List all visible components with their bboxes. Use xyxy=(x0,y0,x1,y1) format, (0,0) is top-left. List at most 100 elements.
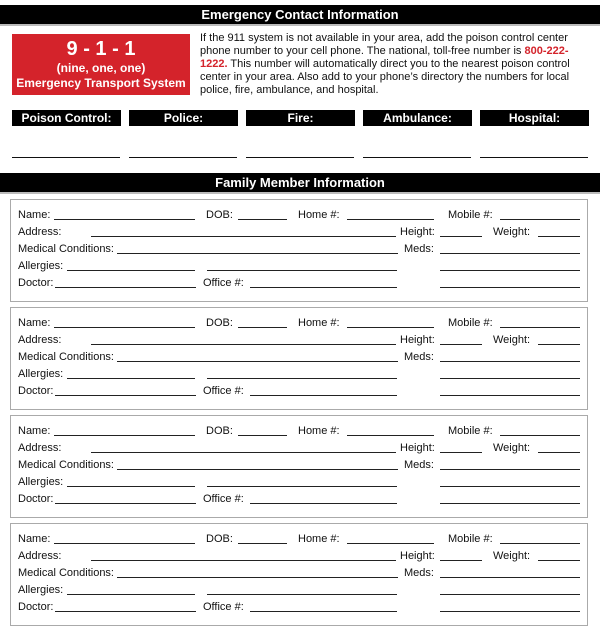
doctor-label: Doctor: xyxy=(18,385,54,397)
allergies-field-2[interactable] xyxy=(207,378,397,379)
mobile-phone-field[interactable] xyxy=(500,219,580,220)
mobile-phone-field[interactable] xyxy=(500,435,580,436)
medical-conditions-label: Medical Conditions: xyxy=(18,351,114,363)
meds-field-2[interactable] xyxy=(440,594,580,595)
home-phone-label: Home #: xyxy=(298,317,340,329)
home-phone-field[interactable] xyxy=(347,543,434,544)
allergies-field[interactable] xyxy=(67,378,195,379)
dob-label: DOB: xyxy=(206,209,233,221)
hospital-field[interactable] xyxy=(480,157,588,158)
height-label: Height: xyxy=(400,226,435,238)
medical-conditions-field[interactable] xyxy=(117,253,398,254)
height-field[interactable] xyxy=(440,452,482,453)
name-field[interactable] xyxy=(54,219,195,220)
allergies-field-2[interactable] xyxy=(207,594,397,595)
allergies-field[interactable] xyxy=(67,270,195,271)
office-phone-field[interactable] xyxy=(250,395,397,396)
contact-label-police: Police: xyxy=(129,110,238,126)
home-phone-field[interactable] xyxy=(347,327,434,328)
address-label: Address: xyxy=(18,550,62,562)
office-phone-field[interactable] xyxy=(250,503,397,504)
mobile-phone-field[interactable] xyxy=(500,543,580,544)
name-label: Name: xyxy=(18,425,51,437)
meds-field-2[interactable] xyxy=(440,270,580,271)
meds-field-3[interactable] xyxy=(440,395,580,396)
doctor-field[interactable] xyxy=(55,395,196,396)
meds-field-3[interactable] xyxy=(440,503,580,504)
dob-field[interactable] xyxy=(238,435,287,436)
emergency-system-label: Emergency Transport System xyxy=(16,76,186,90)
address-field[interactable] xyxy=(91,344,396,345)
office-phone-field[interactable] xyxy=(250,611,397,612)
info-text-before: If the 911 system is not available in yo… xyxy=(200,32,568,57)
name-label: Name: xyxy=(18,533,51,545)
family-member-card: Name: DOB: Home #: Mobile #: Address: Height:… xyxy=(10,523,588,626)
weight-label: Weight: xyxy=(493,550,531,562)
medical-conditions-field[interactable] xyxy=(117,469,398,470)
name-field[interactable] xyxy=(54,435,195,436)
meds-field-3[interactable] xyxy=(440,287,580,288)
doctor-label: Doctor: xyxy=(18,493,54,505)
meds-label: Meds: xyxy=(404,567,434,579)
family-member-card: Name: DOB: Home #: Mobile #: Address: Height:… xyxy=(10,415,588,518)
emergency-number-spelled: (nine, one, one) xyxy=(56,61,146,75)
mobile-phone-label: Mobile #: xyxy=(448,533,493,545)
dob-label: DOB: xyxy=(206,533,233,545)
contact-label-fire: Fire: xyxy=(246,110,355,126)
address-label: Address: xyxy=(18,226,62,238)
allergies-field-2[interactable] xyxy=(207,486,397,487)
family-member-header: Family Member Information xyxy=(0,173,600,194)
dob-label: DOB: xyxy=(206,425,233,437)
weight-field[interactable] xyxy=(538,452,580,453)
meds-field[interactable] xyxy=(440,253,580,254)
police-field[interactable] xyxy=(129,157,237,158)
meds-field-2[interactable] xyxy=(440,486,580,487)
home-phone-label: Home #: xyxy=(298,425,340,437)
height-field[interactable] xyxy=(440,236,482,237)
weight-field[interactable] xyxy=(538,236,580,237)
doctor-field[interactable] xyxy=(55,503,196,504)
fire-field[interactable] xyxy=(246,157,354,158)
allergies-field[interactable] xyxy=(67,594,195,595)
dob-field[interactable] xyxy=(238,543,287,544)
meds-field[interactable] xyxy=(440,469,580,470)
weight-field[interactable] xyxy=(538,344,580,345)
name-label: Name: xyxy=(18,209,51,221)
doctor-field[interactable] xyxy=(55,287,196,288)
home-phone-label: Home #: xyxy=(298,533,340,545)
allergies-label: Allergies: xyxy=(18,584,64,596)
name-label: Name: xyxy=(18,317,51,329)
dob-field[interactable] xyxy=(238,327,287,328)
height-field[interactable] xyxy=(440,344,482,345)
height-field[interactable] xyxy=(440,560,482,561)
height-label: Height: xyxy=(400,334,435,346)
home-phone-field[interactable] xyxy=(347,219,434,220)
address-field[interactable] xyxy=(91,452,396,453)
office-phone-field[interactable] xyxy=(250,287,397,288)
meds-field[interactable] xyxy=(440,577,580,578)
doctor-field[interactable] xyxy=(55,611,196,612)
medical-conditions-label: Medical Conditions: xyxy=(18,567,114,579)
contact-label-hospital: Hospital: xyxy=(480,110,589,126)
meds-field[interactable] xyxy=(440,361,580,362)
name-field[interactable] xyxy=(54,327,195,328)
mobile-phone-label: Mobile #: xyxy=(448,317,493,329)
ambulance-field[interactable] xyxy=(363,157,471,158)
medical-conditions-field[interactable] xyxy=(117,577,398,578)
weight-field[interactable] xyxy=(538,560,580,561)
medical-conditions-field[interactable] xyxy=(117,361,398,362)
contact-label-poison-control: Poison Control: xyxy=(12,110,121,126)
height-label: Height: xyxy=(400,550,435,562)
allergies-field-2[interactable] xyxy=(207,270,397,271)
allergies-field[interactable] xyxy=(67,486,195,487)
home-phone-field[interactable] xyxy=(347,435,434,436)
dob-field[interactable] xyxy=(238,219,287,220)
address-field[interactable] xyxy=(91,560,396,561)
name-field[interactable] xyxy=(54,543,195,544)
mobile-phone-field[interactable] xyxy=(500,327,580,328)
meds-field-3[interactable] xyxy=(440,611,580,612)
doctor-label: Doctor: xyxy=(18,277,54,289)
address-field[interactable] xyxy=(91,236,396,237)
poison-control-field[interactable] xyxy=(12,157,120,158)
meds-field-2[interactable] xyxy=(440,378,580,379)
